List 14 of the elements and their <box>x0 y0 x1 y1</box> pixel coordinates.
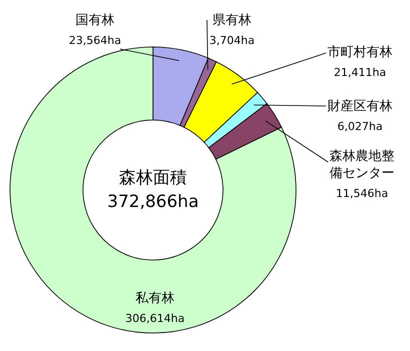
data-label: 23,564ha <box>68 34 122 47</box>
slice-label: 私有林 <box>136 291 174 306</box>
text: 森林面積 <box>119 168 187 188</box>
slice-label: 県有林 <box>212 13 252 28</box>
data-label: 306,614ha <box>125 312 185 325</box>
data-label: 11,546ha <box>336 187 388 200</box>
slice-label: 国有林 <box>76 13 114 28</box>
slice-label: 財産区有林 <box>328 98 392 114</box>
text: 372,866ha <box>107 192 199 212</box>
slice-label: 市町村有林 <box>328 45 392 60</box>
slice-label: 森林農地整備センター <box>330 149 394 181</box>
data-label: 6,027ha <box>337 120 383 133</box>
data-label: 21,411ha <box>334 66 386 79</box>
data-label: 3,704ha <box>209 34 255 47</box>
